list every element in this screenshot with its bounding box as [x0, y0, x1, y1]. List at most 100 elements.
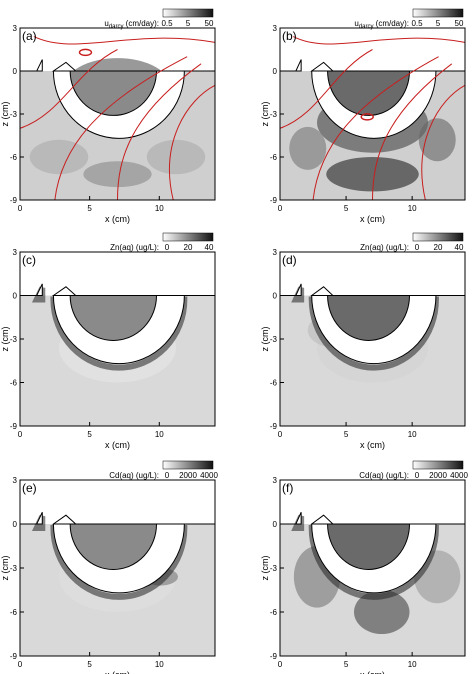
- structure-wing: [310, 61, 335, 72]
- z-tick-label: 0: [13, 292, 18, 301]
- x-tick-label: 10: [408, 660, 417, 669]
- colorbar-tick: 0: [165, 243, 170, 252]
- contour-field: [280, 252, 465, 426]
- z-tick-label: -9: [270, 652, 278, 661]
- z-tick-label: -3: [10, 564, 18, 573]
- z-tick-label: -3: [270, 564, 278, 573]
- streamline: [372, 63, 453, 200]
- inner-cavity: [327, 523, 411, 570]
- panel-c: (c) 0 5 10 3 0 -3 -6 -9 x (cm) z (cm) 0 20 40 Zn(aq) (…: [0, 232, 216, 450]
- colorbar-tick: 50: [455, 19, 464, 28]
- structure-wing: [310, 514, 335, 525]
- panel-label: (d): [282, 253, 297, 267]
- z-tick-label: 3: [13, 24, 18, 33]
- z-tick-label: -3: [10, 335, 18, 344]
- streamline: [312, 56, 439, 200]
- colorbar-tick: 20: [434, 243, 443, 252]
- colorbar-tick: 2000: [179, 471, 197, 480]
- z-tick-label: 0: [13, 67, 18, 76]
- z-tick-label: -6: [10, 379, 18, 388]
- z-tick-label: 0: [273, 292, 278, 301]
- inner-cavity: [327, 70, 411, 116]
- z-tick-label: -9: [10, 422, 18, 431]
- x-tick-label: 0: [18, 204, 23, 213]
- colorbar-tick: 0.5: [411, 19, 423, 28]
- colorbar: [162, 460, 214, 470]
- z-tick-label: -6: [270, 153, 278, 162]
- contour-region: [326, 157, 419, 192]
- z-tick-label: -3: [10, 110, 18, 119]
- x-tick-label: 5: [344, 430, 349, 439]
- x-tick-label: 5: [87, 430, 92, 439]
- contour-field: [20, 28, 215, 200]
- x-axis-label: x (cm): [105, 214, 130, 224]
- x-axis-label: x (cm): [360, 440, 385, 450]
- z-tick-label: -6: [10, 153, 18, 162]
- x-tick-label: 0: [18, 660, 23, 669]
- panel-label: (a): [22, 29, 37, 43]
- x-tick-label: 10: [408, 430, 417, 439]
- above-surface: [280, 480, 465, 524]
- colorbar-tick: 4000: [200, 471, 218, 480]
- colorbar: [412, 232, 464, 242]
- z-axis-label: z (cm): [0, 102, 10, 127]
- z-axis-label: z (cm): [260, 327, 270, 352]
- contour-field: [280, 480, 465, 656]
- x-tick-label: 10: [155, 204, 164, 213]
- colorbar-title: Cd(aq) (ug/L):: [109, 471, 159, 480]
- colorbar-tick: 0.5: [161, 19, 173, 28]
- z-tick-label: 3: [273, 476, 278, 485]
- streamline: [117, 63, 202, 200]
- z-tick-label: 3: [13, 476, 18, 485]
- contour-region: [146, 139, 206, 175]
- inner-cavity: [69, 70, 158, 116]
- structure-wing: [51, 61, 78, 72]
- streamline: [280, 49, 373, 129]
- x-axis-label: x (cm): [105, 440, 130, 450]
- z-tick-label: -3: [270, 335, 278, 344]
- contour-field: [20, 480, 215, 656]
- z-tick-label: -9: [270, 422, 278, 431]
- streamline: [20, 49, 118, 129]
- colorbar-title: Cd(aq) (ug/L):: [359, 471, 409, 480]
- x-tick-label: 10: [155, 430, 164, 439]
- above-surface: [20, 252, 215, 296]
- x-tick-label: 10: [408, 204, 417, 213]
- contour-region: [418, 118, 456, 162]
- panel-label: (e): [22, 481, 37, 495]
- inner-cavity: [69, 295, 158, 341]
- colorbar: [162, 232, 214, 242]
- x-tick-label: 5: [344, 204, 349, 213]
- z-tick-label: -3: [270, 110, 278, 119]
- streamline: [421, 84, 465, 200]
- x-tick-label: 0: [278, 660, 283, 669]
- colorbar-title-main: Cd(aq) (ug/L):: [109, 471, 159, 480]
- z-tick-label: -6: [270, 379, 278, 388]
- z-axis-label: z (cm): [0, 556, 10, 581]
- colorbar-tick: 2000: [429, 471, 447, 480]
- contour-field: [280, 28, 465, 200]
- z-tick-label: -9: [10, 652, 18, 661]
- x-tick-label: 0: [278, 204, 283, 213]
- colorbar-tick: 0: [165, 471, 170, 480]
- inner-cavity: [327, 295, 411, 341]
- colorbar: [412, 460, 464, 470]
- colorbar-tick: 0: [415, 243, 420, 252]
- contour-region: [83, 161, 152, 188]
- colorbar-title: udarcy (cm/day):: [354, 19, 409, 30]
- z-tick-label: 0: [273, 67, 278, 76]
- contour-region: [289, 126, 327, 170]
- z-tick-label: -9: [10, 196, 18, 205]
- colorbar: [412, 8, 464, 18]
- colorbar-title-main: Zn(aq) (ug/L):: [360, 243, 409, 252]
- recirculation-eddy: [78, 48, 93, 57]
- z-tick-label: 3: [273, 248, 278, 257]
- streamline: [292, 36, 465, 45]
- panel-label: (b): [282, 29, 297, 43]
- z-tick-label: 3: [273, 24, 278, 33]
- z-axis-label: z (cm): [260, 556, 270, 581]
- contour-region: [354, 590, 410, 634]
- z-axis-label: z (cm): [0, 327, 10, 352]
